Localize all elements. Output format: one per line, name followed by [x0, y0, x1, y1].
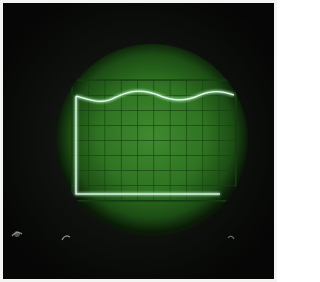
graticule — [72, 80, 236, 201]
grid — [72, 80, 236, 201]
page — [0, 0, 277, 282]
oscilloscope-photo — [0, 0, 277, 282]
